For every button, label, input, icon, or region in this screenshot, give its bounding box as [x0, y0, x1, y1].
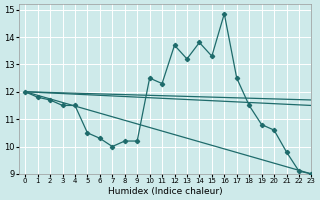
- X-axis label: Humidex (Indice chaleur): Humidex (Indice chaleur): [108, 187, 222, 196]
